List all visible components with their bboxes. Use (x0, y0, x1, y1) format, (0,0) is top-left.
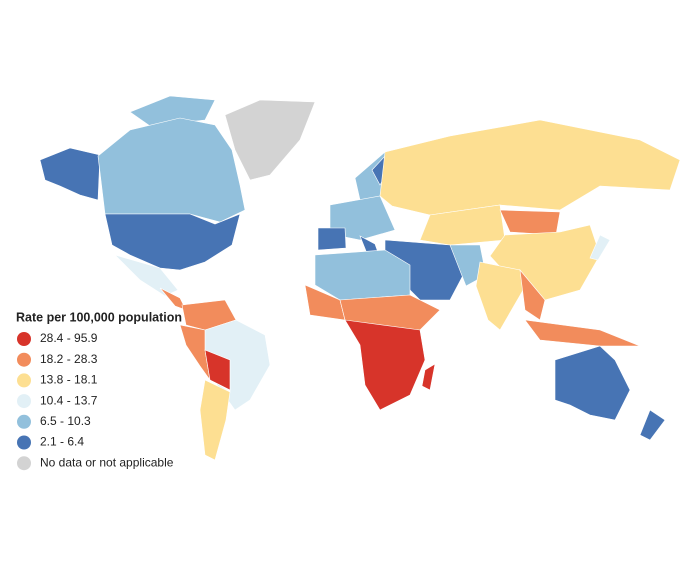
country-region (314, 249, 411, 301)
legend-label: 10.4 - 13.7 (40, 393, 98, 407)
country-region (199, 379, 231, 461)
legend-swatch (17, 332, 31, 346)
legend-label: 28.4 - 95.9 (40, 331, 98, 345)
legend-swatch (17, 352, 31, 367)
legend-label: 13.8 - 18.1 (40, 373, 98, 387)
country-region (344, 319, 426, 411)
country-region (224, 99, 316, 181)
country-region (39, 147, 101, 201)
country-region (419, 204, 506, 246)
country-region (379, 119, 681, 216)
map-regions (39, 95, 681, 461)
legend-label: No data or not applicable (40, 455, 174, 469)
country-region (499, 209, 561, 236)
legend-label: 6.5 - 10.3 (40, 414, 91, 428)
country-region (317, 227, 347, 251)
legend-swatch (17, 414, 31, 429)
country-region (639, 409, 666, 441)
country-region (524, 319, 641, 347)
country-region (589, 234, 611, 261)
country-region (129, 95, 216, 127)
legend-label: 2.1 - 6.4 (40, 435, 84, 449)
country-region (475, 261, 527, 331)
country-region (519, 269, 546, 321)
legend: Rate per 100,000 population 28.4 - 95.9 1… (16, 310, 182, 471)
legend-swatch (17, 394, 31, 409)
legend-swatch (17, 456, 31, 471)
country-region (421, 363, 436, 391)
legend-swatch (17, 435, 31, 450)
country-region (554, 345, 631, 421)
country-region (104, 213, 241, 271)
country-region (204, 349, 231, 391)
legend-label: 18.2 - 28.3 (40, 352, 98, 366)
legend-swatch (17, 373, 31, 388)
legend-title: Rate per 100,000 population (16, 310, 182, 324)
country-region (114, 254, 179, 297)
country-region (97, 117, 246, 223)
